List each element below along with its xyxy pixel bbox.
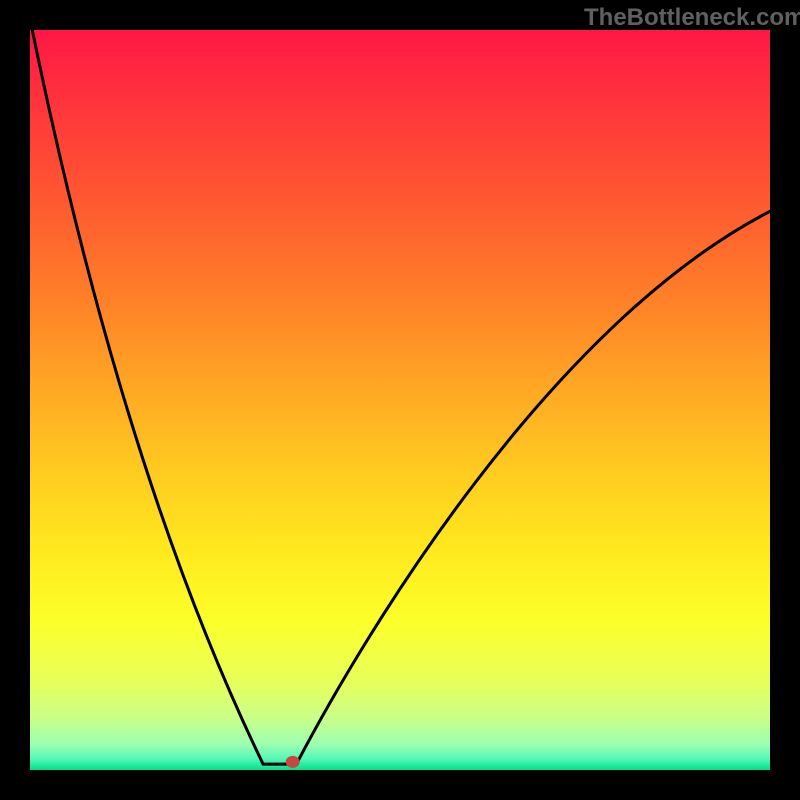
optimal-point-marker [286, 756, 300, 768]
chart-svg [30, 30, 770, 770]
watermark-text: TheBottleneck.com [584, 4, 800, 32]
gradient-background [30, 30, 770, 770]
plot-area [30, 30, 770, 770]
